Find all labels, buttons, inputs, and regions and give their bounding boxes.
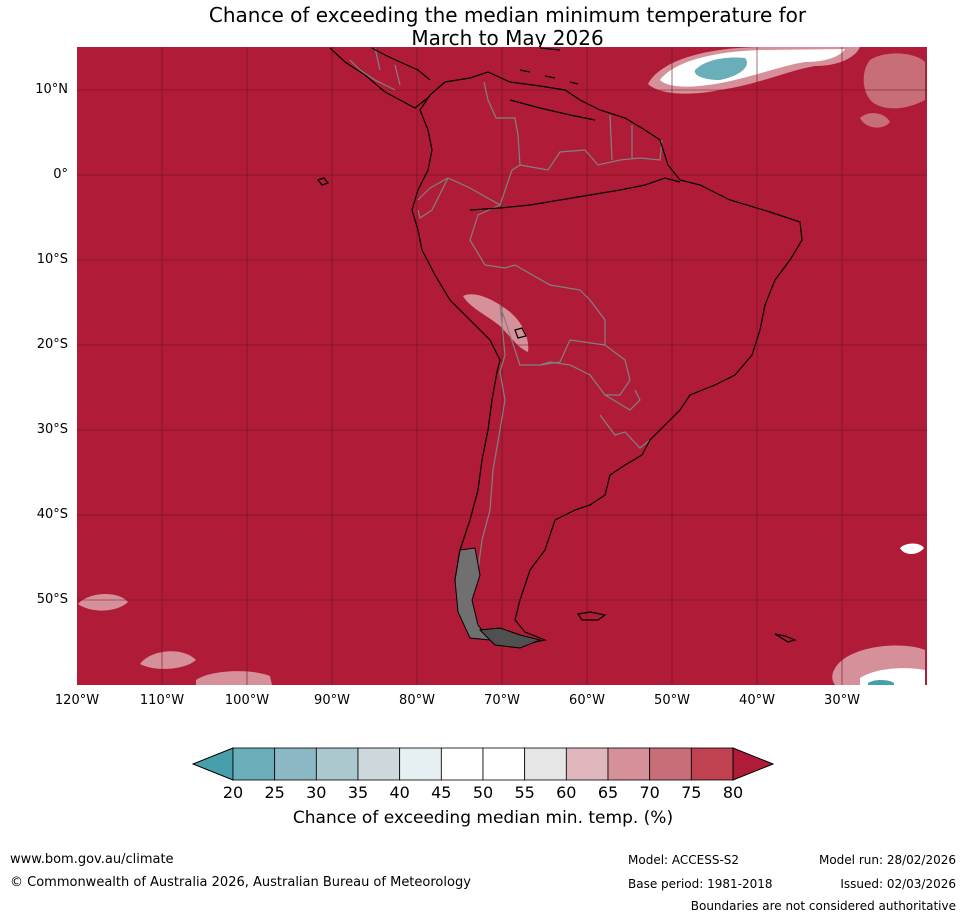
border-venezuela-brazil [519,149,586,171]
lon-label-90w: 90°W [314,693,350,708]
border-argentina-brazil [604,389,641,411]
lon-label-60w: 60°W [569,693,605,708]
colorbar-tick-40: 40 [389,783,410,802]
coastline-south-america [411,71,803,646]
patch-south-atlantic-blue [868,680,894,685]
colorbar-tick-65: 65 [597,783,619,802]
border-peru-chile [499,304,506,373]
lat-label-10n: 10°N [35,82,68,97]
lat-label-30s: 30°S [36,422,68,437]
lon-label-70w: 70°W [484,693,520,708]
border-peru-brazil [469,204,516,269]
patch-east-atlantic-north [863,53,925,109]
coastline-south-georgia [774,633,797,643]
colorbar-segment-1 [232,747,276,781]
patch-north-atlantic-blue [694,57,748,80]
lat-label-10s: 10°S [36,252,68,267]
border-ecuador-peru [417,177,449,219]
colorbar-extend-high [732,747,775,781]
lon-label-120w: 120°W [54,693,100,708]
border-colombia-peru [429,169,513,206]
colorbar-tick-25: 25 [264,783,285,802]
footer-copyright: © Commonwealth of Australia 2026, Austra… [10,875,471,890]
map-title: Chance of exceeding the median minimum t… [0,4,965,50]
lon-label-80w: 80°W [399,693,435,708]
map-title-line2: March to May 2026 [411,26,604,50]
lat-label-40s: 40°S [36,507,68,522]
footer-disclaimer: Boundaries are not considered authoritat… [690,899,956,913]
colorbar-segment-12 [690,747,734,781]
colorbar-tick-60: 60 [556,783,577,802]
coastline-lake-titicaca [514,327,527,339]
colorbar [191,747,775,781]
footer-model: Model: ACCESS-S2 [628,853,740,867]
colorbar-segment-4 [357,747,401,781]
coastline-caribbean-islands [519,47,579,85]
colorbar-label: Chance of exceeding median min. temp. (%… [292,808,674,828]
lon-label-50w: 50°W [654,693,690,708]
colorbar-tick-50: 50 [472,783,494,802]
colorbar-segment-9 [565,747,609,781]
patch-south-pacific-low2 [196,671,272,685]
patagonia-islands [454,547,542,649]
colorbar-segment-7 [482,747,526,781]
coastline-orinoco [509,99,596,121]
footer-model-run: Model run: 28/02/2026 [818,853,956,867]
tierra-del-fuego [478,627,542,649]
lon-label-40w: 40°W [739,693,775,708]
colorbar-tick-35: 35 [347,783,369,802]
patch-south-atlantic-mid [900,543,924,554]
colorbar-tick-20: 20 [222,783,244,802]
low-probability-patches [78,47,925,685]
lon-label-110w: 110°W [139,693,185,708]
coastline-falklands [576,611,607,621]
colorbar-segment-2 [274,747,317,781]
colorbar-segment-5 [399,747,442,781]
coastline-galapagos [316,177,330,186]
colorbar-tick-55: 55 [514,783,535,802]
footer-issued: Issued: 02/03/2026 [840,877,956,891]
colorbar-segment-6 [440,747,484,781]
colorbar-tick-70: 70 [639,783,660,802]
lon-label-30w: 30°W [824,693,860,708]
colorbar-segment-8 [524,747,567,781]
colorbar-segment-10 [607,747,651,781]
lat-label-20s: 20°S [36,337,68,352]
coastlines [316,47,803,646]
lat-label-0: 0° [53,167,68,182]
lat-label-50s: 50°S [36,592,68,607]
patch-east-atlantic-small [860,113,890,128]
footer-website: www.bom.gov.au/climate [10,852,174,867]
colorbar-extend-low [191,747,234,781]
patch-andes-altiplano [463,294,529,352]
border-guianas [584,114,663,166]
colorbar-tick-45: 45 [431,783,452,802]
border-uruguay [599,414,651,449]
footer-base-period: Base period: 1981-2018 [628,877,773,891]
colorbar-segment-3 [315,747,359,781]
coastline-amazon-river [469,177,681,211]
map-title-line1: Chance of exceeding the median minimum t… [208,3,807,27]
colorbar-tick-80: 80 [722,783,744,802]
border-bolivia [499,264,606,366]
colorbar-segment-11 [649,747,692,781]
patch-south-pacific-west [78,593,128,611]
colorbar-tick-75: 75 [681,783,702,802]
lon-label-100w: 100°W [224,693,270,708]
colorbar-tick-30: 30 [306,783,327,802]
border-central-america [349,47,401,91]
coastline-central-america [329,47,431,109]
patch-south-pacific-low [140,651,196,669]
